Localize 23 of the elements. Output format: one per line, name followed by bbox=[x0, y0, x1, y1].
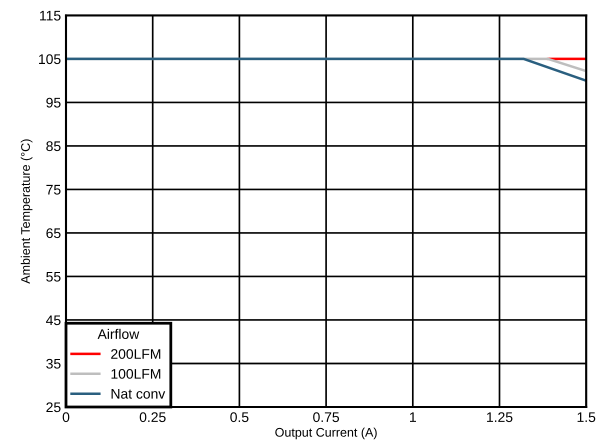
y-tick-label: 75 bbox=[46, 184, 61, 195]
x-tick-label: 0.75 bbox=[313, 412, 340, 422]
x-tick-label: 1.25 bbox=[487, 412, 512, 422]
legend-label: 200LFM bbox=[111, 349, 160, 359]
y-tick-label: 35 bbox=[46, 358, 61, 369]
x-tick-label: 0 bbox=[62, 412, 70, 422]
x-tick-label: 1.5 bbox=[578, 412, 596, 422]
y-tick-label: 95 bbox=[46, 98, 61, 108]
x-axis-title: Output Current (A) bbox=[275, 428, 377, 440]
legend-label: Nat conv bbox=[112, 389, 166, 399]
y-tick-label: 115 bbox=[40, 10, 61, 21]
y-tick-label: 105 bbox=[39, 54, 61, 64]
legend-title: Airflow bbox=[98, 328, 140, 340]
y-tick-label: 65 bbox=[46, 228, 61, 238]
y-tick-label: 25 bbox=[46, 402, 61, 412]
x-tick-label: 0.5 bbox=[230, 412, 248, 422]
y-tick-label: 55 bbox=[46, 272, 61, 282]
y-tick-label: 85 bbox=[46, 141, 61, 152]
x-tick-label: 1 bbox=[410, 412, 416, 422]
y-tick-label: 45 bbox=[46, 315, 61, 326]
x-tick-label: 0.25 bbox=[140, 412, 166, 422]
y-axis-title: Ambient Temperature (°C) bbox=[20, 139, 32, 284]
legend-label: 100LFM bbox=[112, 368, 160, 379]
